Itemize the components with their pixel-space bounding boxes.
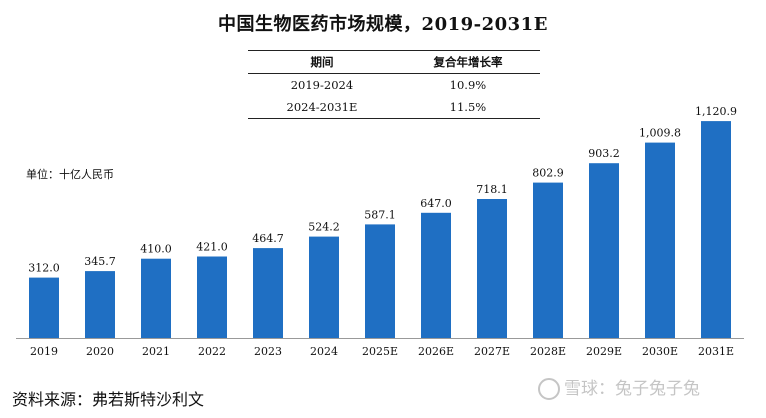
data-label: 1,120.9 [695, 105, 737, 118]
cagr-period: 2024-2031E [286, 100, 358, 114]
bar-2023 [253, 248, 283, 338]
x-tick-label: 2020 [86, 345, 114, 358]
data-label: 524.2 [308, 221, 340, 234]
x-tick-label: 2021 [142, 345, 170, 358]
bar-2025E [365, 224, 395, 338]
cagr-table: 期间 复合年增长率 2019-2024 10.9% 2024-2031E 11.… [248, 50, 540, 119]
x-tick-label: 2028E [530, 345, 566, 358]
data-label: 1,009.8 [639, 127, 681, 140]
x-tick-label: 2030E [642, 345, 678, 358]
bar-2024 [309, 236, 339, 338]
data-label: 647.0 [420, 197, 452, 210]
cagr-table-header: 期间 复合年增长率 [248, 50, 540, 74]
chart-title: 中国生物医药市场规模，2019-2031E [218, 14, 548, 35]
bar-2031E [701, 121, 731, 338]
snowball-logo-icon [538, 378, 560, 400]
x-tick-label: 2019 [30, 345, 58, 358]
x-tick-label: 2027E [474, 345, 510, 358]
x-tick-label: 2026E [418, 345, 454, 358]
data-label: 421.0 [196, 241, 228, 254]
x-tick-label: 2022 [198, 345, 226, 358]
x-tick-label: 2029E [586, 345, 622, 358]
cagr-header-period: 期间 [310, 55, 334, 69]
watermark: 雪球：兔子兔子兔 [538, 374, 700, 400]
data-label: 903.2 [588, 147, 620, 160]
bar-2028E [533, 182, 563, 338]
bar-2021 [141, 258, 171, 338]
table-row: 2024-2031E 11.5% [248, 96, 540, 119]
bar-2019 [29, 277, 59, 338]
bar-2022 [197, 256, 227, 338]
data-label: 802.9 [532, 167, 564, 180]
data-label: 345.7 [84, 255, 116, 268]
cagr-period: 2019-2024 [290, 78, 354, 92]
bar-2030E [645, 142, 675, 338]
x-tick-label: 2025E [362, 345, 398, 358]
source-note: 资料来源：弗若斯特沙利文 [12, 390, 205, 409]
data-label: 587.1 [364, 208, 396, 221]
bar-2026E [421, 212, 451, 338]
watermark-text: 雪球：兔子兔子兔 [564, 379, 700, 399]
bar-2029E [589, 163, 619, 338]
data-label: 312.0 [28, 262, 60, 275]
x-tick-label: 2031E [698, 345, 734, 358]
cagr-rate: 11.5% [449, 100, 487, 114]
data-label: 410.0 [140, 243, 172, 256]
cagr-header-rate: 复合年增长率 [433, 55, 503, 69]
cagr-rate: 10.9% [449, 78, 487, 92]
data-label: 464.7 [252, 232, 284, 245]
bar-2020 [85, 271, 115, 338]
unit-label: 单位：十亿人民币 [26, 168, 114, 181]
table-row: 2019-2024 10.9% [248, 74, 540, 97]
bar-2027E [477, 199, 507, 338]
x-tick-label: 2023 [254, 345, 282, 358]
x-tick-label: 2024 [310, 345, 338, 358]
data-label: 718.1 [476, 183, 508, 196]
